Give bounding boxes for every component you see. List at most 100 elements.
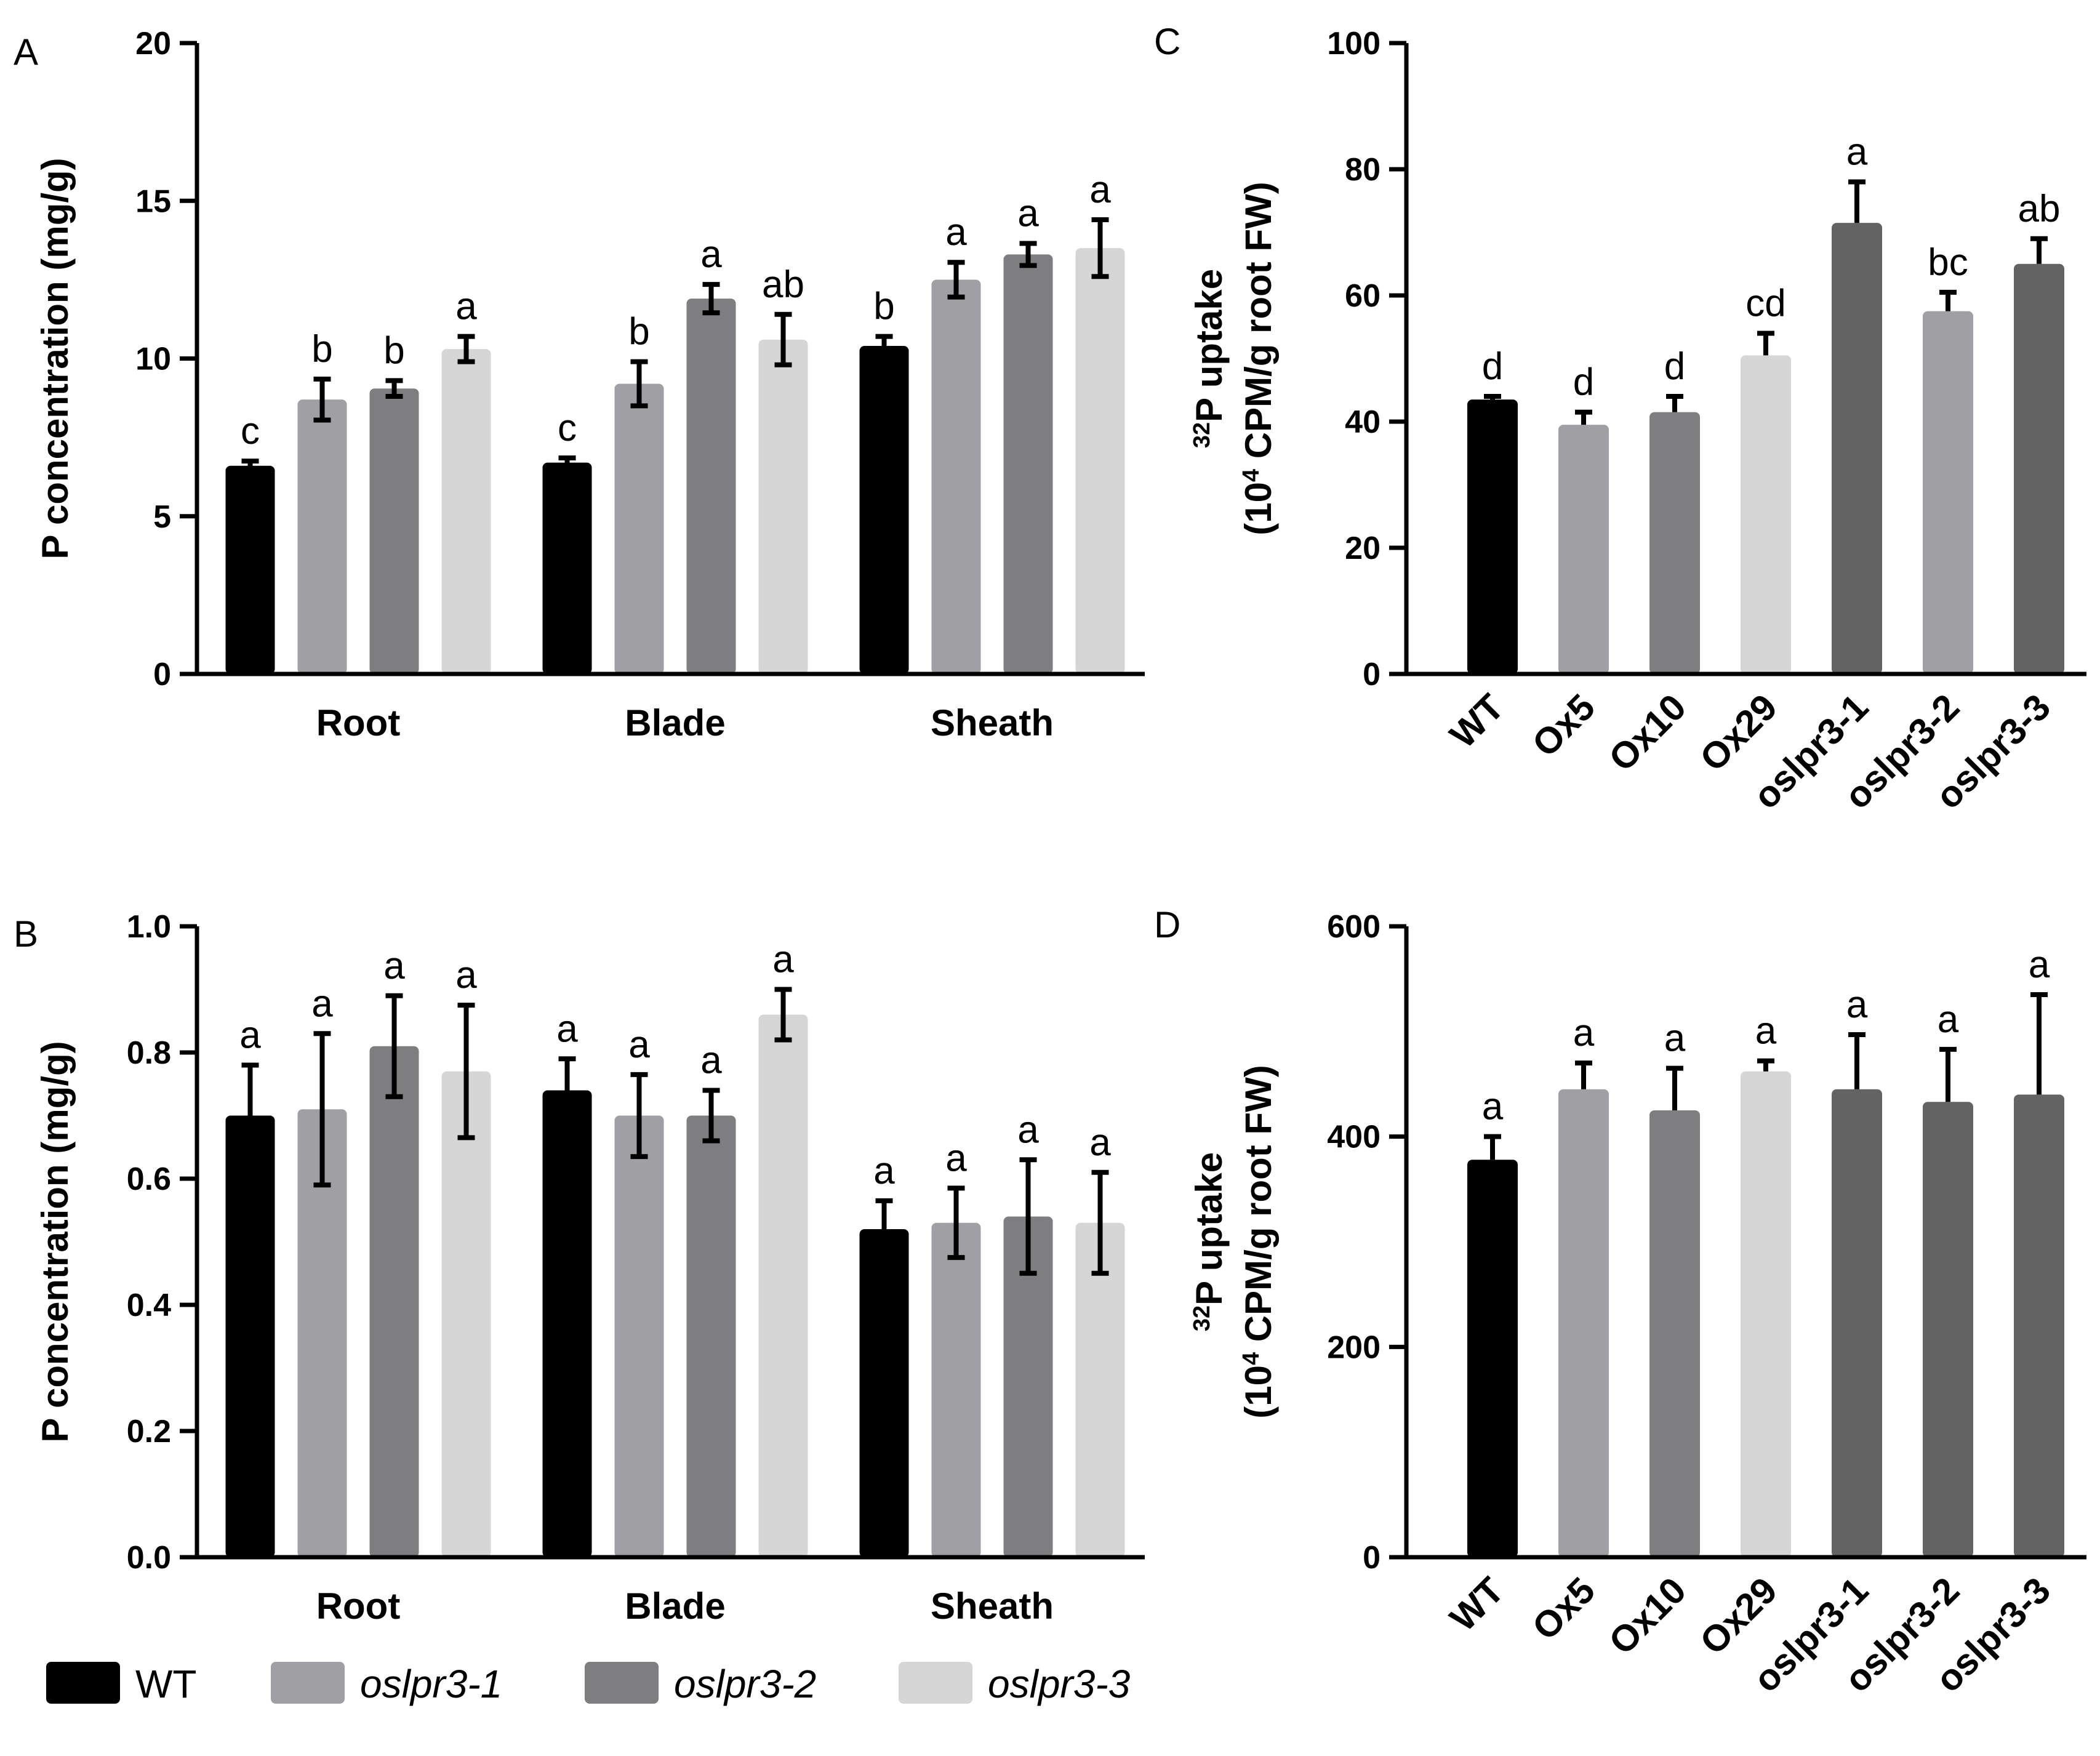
significance-label: a	[1017, 1109, 1039, 1151]
legend-label-oslpr3-2: oslpr3-2	[674, 1662, 816, 1706]
significance-label: a	[873, 1150, 895, 1192]
bar-oslpr3-3-sheath	[1075, 1222, 1125, 1557]
y-tick-label: 60	[1345, 278, 1381, 314]
significance-label: a	[772, 939, 794, 981]
bar-oslpr3-3	[2014, 1094, 2064, 1557]
bar-oslpr3-2-blade	[686, 1115, 736, 1557]
x-tick-label: Blade	[625, 702, 725, 744]
bar-oslpr3-1-root	[297, 399, 347, 674]
y-tick-label: 200	[1327, 1329, 1381, 1365]
x-tick-label: Ox5	[1525, 686, 1603, 765]
bar-wt	[1467, 399, 1518, 674]
bar-ox29	[1741, 355, 1791, 674]
y-axis-label-text: (10	[1238, 1365, 1279, 1419]
x-tick-label: Blade	[625, 1586, 725, 1627]
y-tick-label: 20	[135, 26, 171, 62]
y-axis-label-text: P uptake	[1188, 1152, 1230, 1305]
y-axis-label: P concentration (mg/g)	[34, 1041, 76, 1442]
panel-label-d: D	[1154, 904, 1180, 945]
significance-label: b	[873, 286, 894, 328]
significance-label: a	[1755, 1010, 1777, 1052]
significance-label: b	[628, 311, 649, 353]
y-axis-label-text: CPM/g root FW)	[1238, 1065, 1279, 1352]
legend-swatch-oslpr3-3	[899, 1662, 972, 1704]
y-tick-label: 0	[1363, 657, 1381, 692]
legend-swatch-wt	[46, 1662, 120, 1704]
y-tick-label: 400	[1327, 1120, 1381, 1155]
significance-label: a	[945, 1137, 967, 1179]
bar-oslpr3-3-root	[441, 349, 491, 674]
y-tick-label: 80	[1345, 152, 1381, 188]
bar-oslpr3-2-root	[369, 1046, 419, 1557]
significance-label: a	[2029, 944, 2050, 986]
y-axis-label-text: P uptake	[1188, 269, 1230, 422]
significance-label: a	[1089, 1121, 1111, 1164]
legend-label-oslpr3-1: oslpr3-1	[360, 1662, 502, 1706]
significance-label: a	[1846, 984, 1868, 1026]
bar-wt-root	[225, 465, 275, 674]
bar-oslpr3-3-blade	[758, 1014, 808, 1557]
significance-label: bc	[1928, 241, 1968, 284]
y-axis-label-sup: 4	[1238, 1352, 1264, 1365]
bar-oslpr3-1-sheath	[931, 1222, 981, 1557]
significance-label: a	[700, 233, 722, 276]
y-axis-label-sup: 4	[1238, 469, 1264, 482]
x-tick-label: WT	[1442, 1570, 1512, 1639]
significance-label: a	[1573, 1012, 1595, 1054]
bar-oslpr3-1-sheath	[931, 279, 981, 674]
significance-label: a	[455, 286, 477, 328]
significance-label: b	[383, 329, 404, 372]
panel-d: D aWTaOx5aOx10aOx29aoslpr3-1aoslpr3-2aos…	[1154, 904, 2086, 1700]
x-tick-label: Sheath	[931, 702, 1054, 744]
y-axis-label: P concentration (mg/g)	[34, 158, 76, 559]
y-tick-label: 0.0	[127, 1540, 171, 1576]
y-tick-label: 0.2	[127, 1414, 171, 1449]
significance-label: a	[628, 1024, 650, 1066]
bar-oslpr3-1-root	[297, 1109, 347, 1557]
y-tick-label: 5	[153, 499, 171, 535]
y-axis-label-line1: 32P uptake	[1188, 269, 1230, 448]
significance-label: a	[556, 1008, 578, 1050]
x-tick-label: Sheath	[931, 1586, 1054, 1627]
significance-label: cd	[1745, 283, 1785, 325]
significance-label: d	[1482, 345, 1503, 388]
panel-c: C dWTdOx5dOx10cdOx29aoslpr3-1bcoslpr3-2a…	[1154, 21, 2086, 817]
bar-wt-root	[225, 1115, 275, 1557]
bar-oslpr3-2-sheath	[1003, 254, 1053, 674]
bar-ox10	[1649, 412, 1700, 674]
significance-label: a	[455, 954, 477, 996]
bar-wt-sheath	[859, 1229, 909, 1557]
bar-oslpr3-2-root	[369, 388, 419, 674]
y-tick-label: 0.8	[127, 1035, 171, 1071]
significance-label: a	[1664, 1017, 1686, 1060]
bar-oslpr3-3	[2014, 263, 2064, 674]
significance-label: c	[558, 407, 577, 449]
significance-label: a	[1846, 131, 1868, 174]
bar-ox5	[1558, 1089, 1609, 1557]
panel-label-a: A	[14, 31, 38, 73]
y-axis-label-sup: 32	[1189, 422, 1215, 448]
bar-ox10	[1649, 1110, 1700, 1557]
bar-wt-blade	[542, 462, 592, 674]
x-tick-label: WT	[1442, 686, 1512, 756]
significance-label: d	[1573, 361, 1594, 404]
y-axis-label-line2: (104 CPM/g root FW)	[1238, 1065, 1279, 1418]
significance-label: a	[311, 982, 333, 1025]
bar-wt	[1467, 1160, 1518, 1557]
significance-label: d	[1664, 345, 1685, 388]
legend: WT oslpr3-1 oslpr3-2 oslpr3-3	[46, 1662, 1131, 1706]
significance-label: a	[700, 1040, 722, 1082]
y-tick-label: 100	[1327, 26, 1381, 62]
x-tick-label: Root	[316, 1586, 401, 1627]
y-tick-label: 0.4	[127, 1288, 171, 1323]
y-tick-label: 0.6	[127, 1161, 171, 1197]
y-tick-label: 20	[1345, 531, 1381, 566]
bar-oslpr3-2-sheath	[1003, 1216, 1053, 1557]
y-tick-label: 40	[1345, 404, 1381, 440]
y-tick-label: 0	[153, 657, 171, 692]
bar-oslpr3-2	[1923, 311, 1973, 674]
bar-wt-sheath	[859, 346, 909, 674]
bar-oslpr3-3-blade	[758, 339, 808, 674]
significance-label: a	[1938, 998, 1959, 1041]
